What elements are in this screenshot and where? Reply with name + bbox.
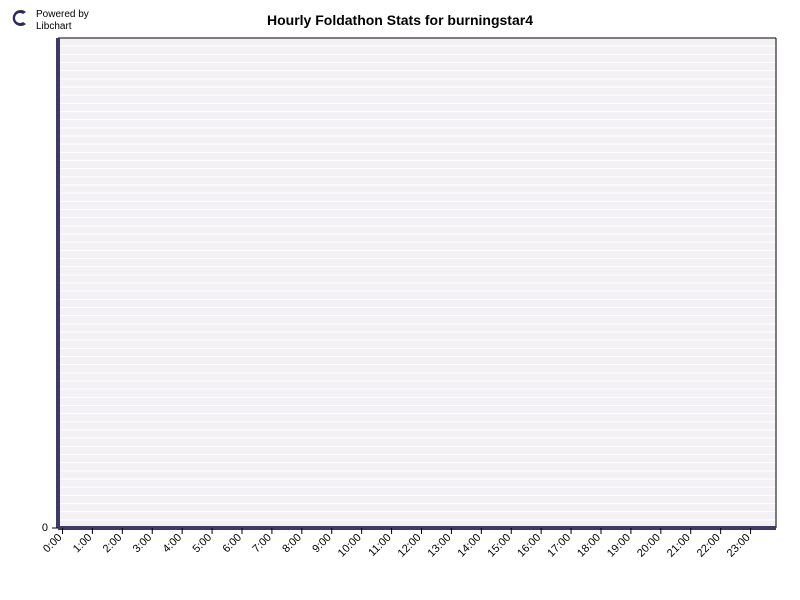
x-tick-label: 11:00 [366, 532, 393, 559]
x-tick-label: 13:00 [426, 532, 454, 560]
x-tick-label: 8:00 [280, 532, 304, 556]
x-tick-label: 5:00 [191, 532, 215, 556]
x-tick-label: 12:00 [396, 532, 424, 560]
x-tick-label: 22:00 [695, 532, 723, 560]
x-tick-label: 10:00 [336, 532, 364, 560]
x-tick-label: 3:00 [131, 532, 155, 556]
x-tick-label: 23:00 [725, 532, 753, 560]
x-tick-label: 17:00 [545, 532, 573, 560]
x-tick-label: 14:00 [455, 532, 483, 560]
x-tick-label: 6:00 [220, 532, 244, 556]
x-tick-label: 4:00 [161, 532, 185, 556]
x-tick-label: 16:00 [515, 532, 543, 560]
x-tick-label: 21:00 [665, 532, 693, 560]
x-tick-label: 7:00 [250, 532, 274, 556]
x-tick-label: 18:00 [575, 532, 603, 560]
x-tick-label: 0:00 [41, 532, 65, 556]
x-tick-label: 20:00 [635, 532, 663, 560]
x-tick-label: 1:00 [71, 532, 95, 556]
chart-container: Powered by Libchart Hourly Foldathon Sta… [0, 0, 800, 600]
x-tick-label: 9:00 [310, 532, 334, 556]
x-tick-label: 15:00 [485, 532, 513, 560]
y-tick-label: 0 [42, 522, 48, 534]
chart-svg: 00:001:002:003:004:005:006:007:008:009:0… [0, 0, 800, 600]
x-tick-label: 19:00 [605, 532, 633, 560]
x-tick-label: 2:00 [101, 532, 125, 556]
